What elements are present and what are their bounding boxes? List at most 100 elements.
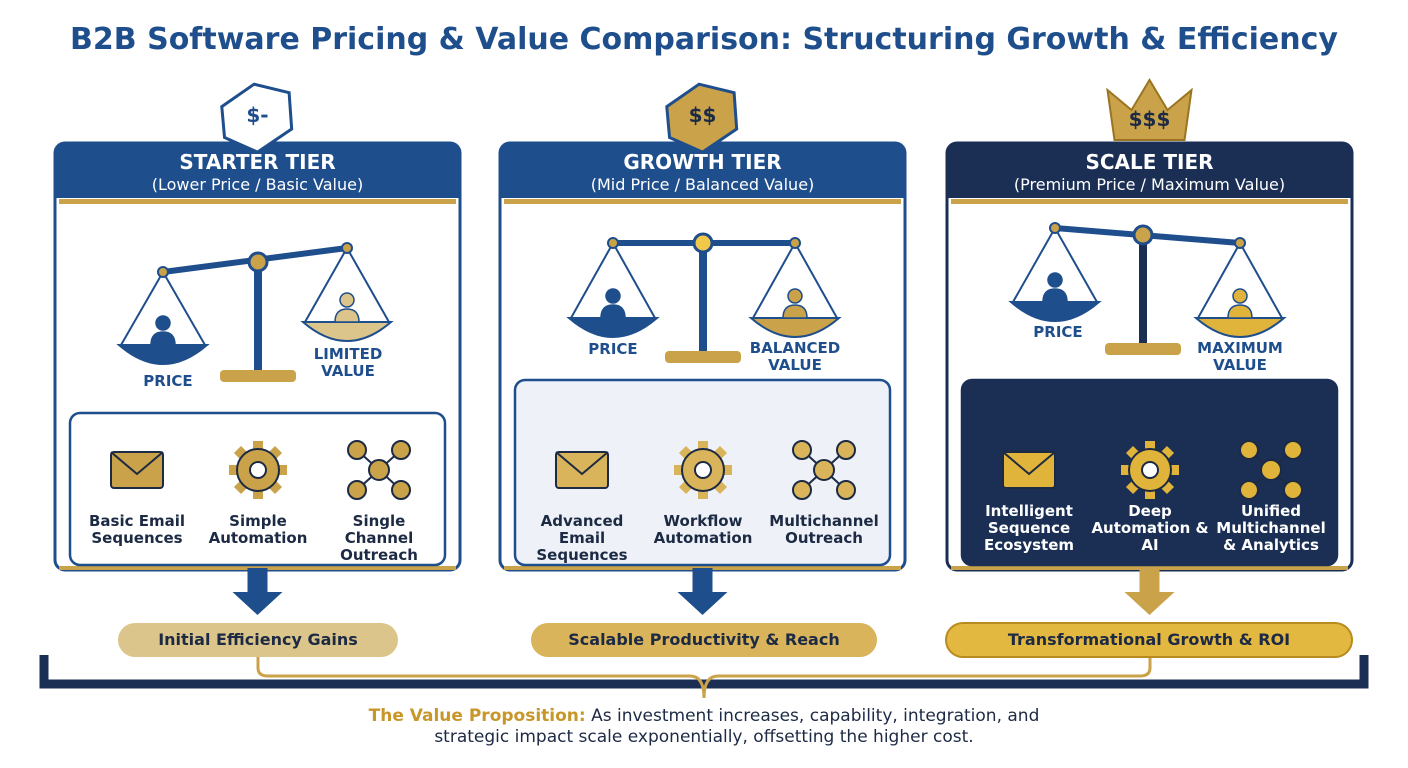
tier-header: [55, 143, 460, 198]
envelope-flap: [1002, 451, 1056, 476]
pan-figure-head: [605, 288, 621, 304]
scale-post: [254, 262, 262, 377]
feature-label: Basic Email Sequences: [88, 512, 186, 547]
outcome-label: Initial Efficiency Gains: [158, 630, 358, 649]
bracket-line: [256, 657, 1152, 699]
network-node: [792, 440, 812, 460]
scale-pan: [1193, 317, 1287, 338]
outcome-label: Transformational Growth & ROI: [1007, 630, 1291, 649]
scale-pivot: [247, 251, 269, 273]
scale-right-label: BALANCED VALUE: [749, 339, 841, 374]
price-tag-label: $$: [689, 103, 717, 127]
network-node: [347, 480, 367, 500]
scale-pivot: [1132, 224, 1154, 246]
scale-end: [341, 242, 353, 254]
down-arrow: [677, 568, 728, 615]
gear-tooth: [698, 441, 708, 453]
scale-left-label: PRICE: [588, 340, 638, 358]
gear-hole: [249, 461, 267, 479]
outcome-label: Scalable Productivity & Reach: [568, 630, 840, 649]
header-underline: [59, 199, 456, 204]
scale-base: [1105, 343, 1181, 355]
scale-end: [157, 266, 169, 278]
outcome-pill: [118, 623, 398, 657]
scale-pan: [300, 321, 394, 342]
network-hub: [1260, 459, 1282, 481]
gear-tooth: [1145, 441, 1155, 453]
scale-end: [1049, 222, 1061, 234]
envelope-icon: [1002, 451, 1056, 489]
network-node: [347, 440, 367, 460]
envelope-flap: [555, 451, 609, 476]
down-arrow: [232, 568, 283, 615]
network-node: [391, 440, 411, 460]
gear-hole: [694, 461, 712, 479]
network-hub: [368, 459, 390, 481]
envelope-icon: [555, 451, 609, 489]
feature-label: Single Channel Outreach: [340, 512, 418, 564]
envelope-icon: [110, 451, 164, 489]
network-node: [836, 480, 856, 500]
tier-subtitle: (Premium Price / Maximum Value): [1013, 175, 1286, 194]
scale-pan: [116, 344, 210, 365]
scale-post: [1139, 235, 1147, 350]
pan-figure-head: [1047, 272, 1063, 288]
feature-label: Unified Multichannel & Analytics: [1216, 502, 1326, 554]
feature-label: Advanced Email Sequences: [536, 512, 628, 564]
tier-name: STARTER TIER: [179, 150, 336, 174]
scale-pan: [566, 317, 660, 338]
gear-hole: [1141, 461, 1159, 479]
gear-tooth: [253, 487, 263, 499]
scale-left-label: PRICE: [1033, 323, 1083, 341]
feature-label: Multichannel Outreach: [769, 512, 879, 547]
gear-tooth: [698, 487, 708, 499]
tier-subtitle: (Mid Price / Balanced Value): [590, 175, 815, 194]
network-node: [1283, 480, 1303, 500]
network-node: [1283, 440, 1303, 460]
tier-subtitle: (Lower Price / Basic Value): [151, 175, 364, 194]
network-node: [1239, 440, 1259, 460]
network-node: [391, 480, 411, 500]
tier-header: [500, 143, 905, 198]
bracket-bar: [39, 655, 1369, 689]
scale-post: [699, 243, 707, 358]
pan-figure-body: [334, 308, 360, 323]
scale-right-label: LIMITED VALUE: [313, 345, 383, 380]
scale-base: [220, 370, 296, 382]
pan-figure-head: [1232, 288, 1248, 304]
pan-figure-body: [600, 304, 626, 319]
pan-figure-body: [782, 304, 808, 319]
footer-text: As investment increases, capability, int…: [434, 706, 1040, 747]
header-underline: [504, 199, 901, 204]
envelope-flap: [110, 451, 164, 476]
footer: The Value Proposition: As investment inc…: [344, 706, 1064, 748]
scale-pan: [1008, 301, 1102, 322]
pan-figure-head: [787, 288, 803, 304]
feature-label: Simple Automation: [208, 512, 308, 547]
outcome-pill: [531, 623, 877, 657]
tier-header: [947, 143, 1352, 198]
down-arrow: [1124, 568, 1175, 615]
scale-end: [607, 237, 619, 249]
scale-left-label: PRICE: [143, 372, 193, 390]
scale-pan: [748, 317, 842, 338]
feature-label: Deep Automation & AI: [1091, 502, 1209, 554]
pan-figure-head: [155, 315, 171, 331]
network-node: [1239, 480, 1259, 500]
price-tag: [665, 82, 739, 154]
title: B2B Software Pricing & Value Comparison:…: [70, 22, 1338, 57]
gear-tooth: [1145, 487, 1155, 499]
gear-tooth: [253, 441, 263, 453]
outcome-pill: [945, 622, 1353, 658]
feature-label: Intelligent Sequence Ecosystem: [983, 502, 1075, 554]
feature-label: Workflow Automation: [653, 512, 753, 547]
network-node: [792, 480, 812, 500]
price-tag-label: $-: [246, 103, 268, 127]
pan-figure-head: [339, 292, 355, 308]
network-hub: [813, 459, 835, 481]
pan-figure-body: [1227, 304, 1253, 319]
price-tag-label: $$$: [1129, 107, 1171, 131]
footer-lead: The Value Proposition:: [368, 706, 586, 726]
